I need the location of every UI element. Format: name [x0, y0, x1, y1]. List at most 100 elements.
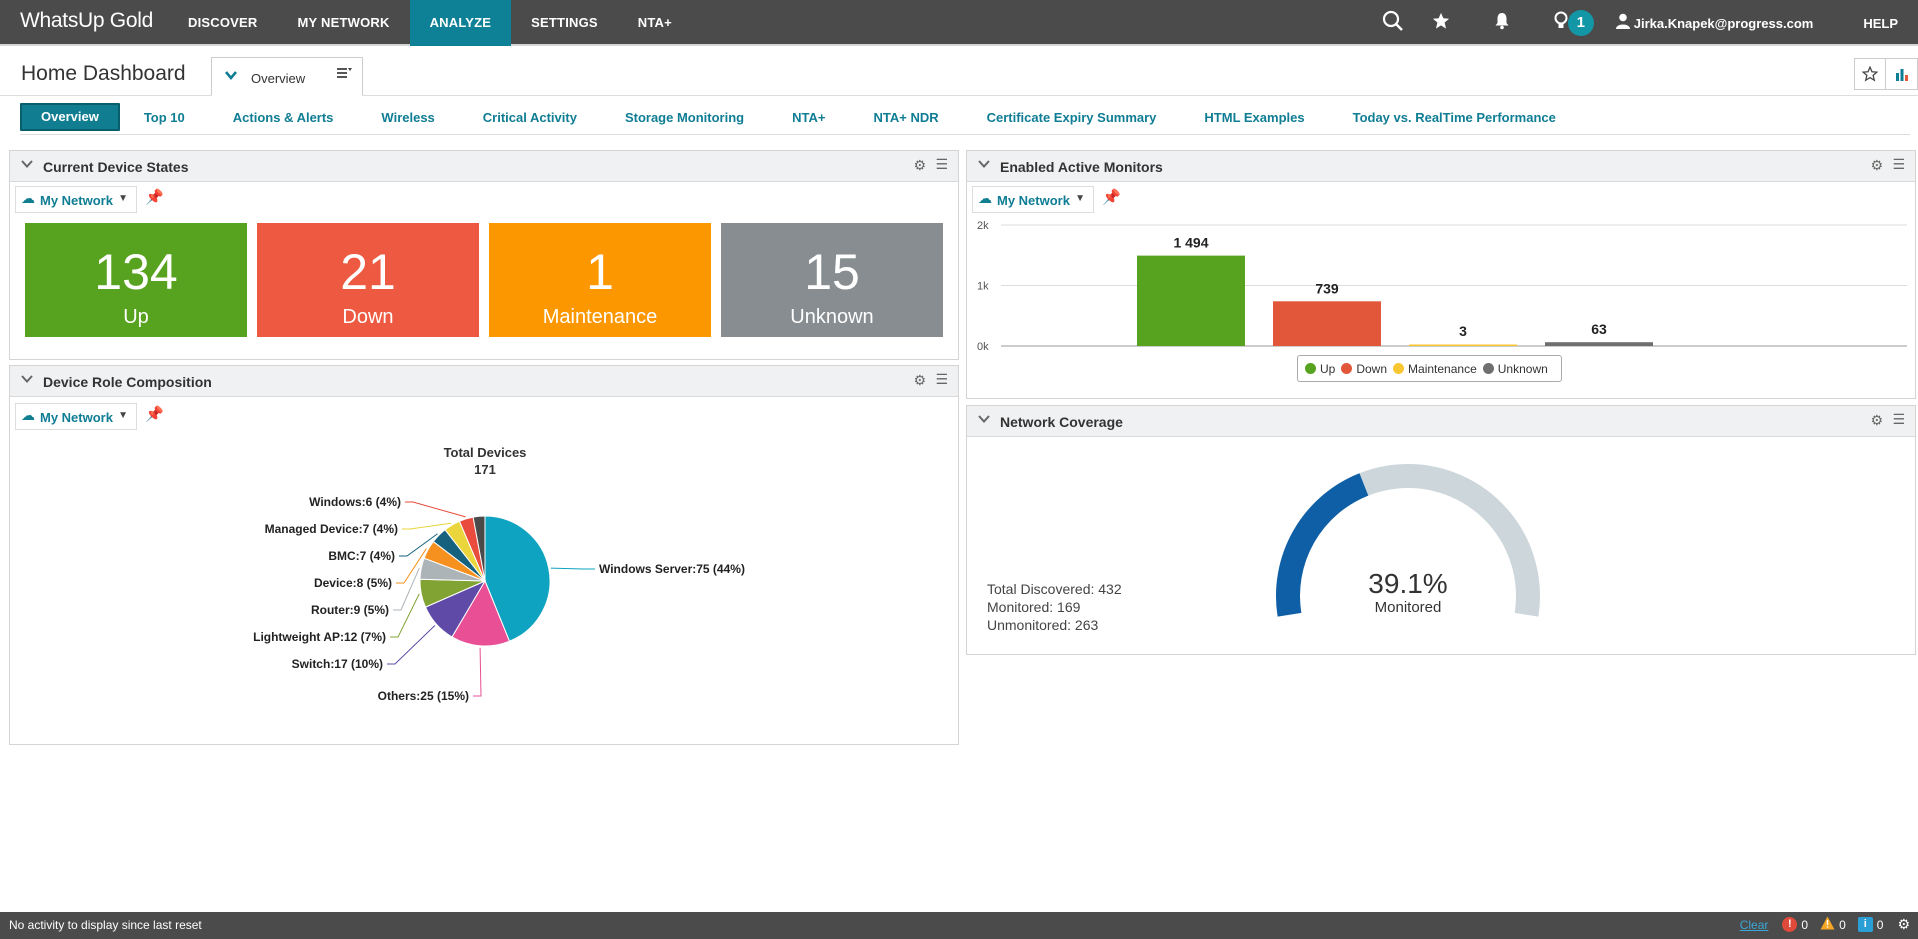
- favorites-star-icon[interactable]: [1432, 12, 1450, 35]
- pie-label: Others:25 (15%): [378, 689, 469, 703]
- gear-icon[interactable]: ⚙: [1870, 157, 1883, 173]
- panel-header: Device Role Composition ⚙ ☰: [10, 366, 958, 397]
- panel-menu-icon[interactable]: ☰: [1892, 411, 1905, 427]
- bar-maintenance[interactable]: [1409, 344, 1517, 347]
- tile-label: Up: [123, 306, 149, 328]
- nav-nta[interactable]: NTA+: [637, 15, 672, 30]
- panel-title: Device Role Composition: [43, 374, 212, 390]
- legend-label: Up: [1320, 361, 1336, 376]
- lightbulb-icon[interactable]: [1554, 11, 1568, 36]
- warning-count: 0: [1839, 917, 1846, 932]
- bar-chart-icon: [1895, 66, 1909, 85]
- tab-wireless[interactable]: Wireless: [381, 109, 435, 125]
- tile-count: 15: [804, 244, 860, 300]
- view-menu-icon[interactable]: [336, 66, 352, 83]
- dashboard-tabs: Overview Top 10 Actions & Alerts Wireles…: [20, 100, 1910, 135]
- info-icon[interactable]: i: [1857, 917, 1873, 932]
- tab-overview[interactable]: Overview: [20, 103, 120, 131]
- tab-nta[interactable]: NTA+: [792, 109, 826, 125]
- bar-down[interactable]: [1273, 301, 1381, 346]
- device-role-composition-panel: Device Role Composition ⚙ ☰ ☁ My Network…: [9, 365, 959, 745]
- legend-dot: [1305, 363, 1316, 374]
- network-selector[interactable]: ☁ My Network ▼: [15, 403, 137, 430]
- gear-icon[interactable]: ⚙: [913, 157, 926, 173]
- pin-icon[interactable]: 📌: [145, 406, 164, 423]
- network-cloud-icon: ☁: [21, 190, 35, 206]
- gear-icon[interactable]: ⚙: [913, 372, 926, 388]
- pie-connector: [387, 625, 436, 665]
- pie-slice[interactable]: [484, 515, 551, 642]
- status-bar: No activity to display since last reset …: [0, 912, 1918, 939]
- panel-title: Enabled Active Monitors: [1000, 159, 1163, 175]
- clear-activity-link[interactable]: Clear: [1739, 917, 1769, 932]
- device-state-tile-down[interactable]: 21 Down: [257, 223, 479, 337]
- bar-value-label: 1 494: [1173, 235, 1208, 251]
- favorite-dashboard-button[interactable]: [1854, 58, 1886, 90]
- pie-label: Switch:17 (10%): [292, 657, 383, 671]
- tile-label: Maintenance: [542, 306, 658, 328]
- pie-connector: [405, 501, 466, 518]
- user-account[interactable]: Jirka.Knapek@progress.com: [1633, 15, 1814, 31]
- chevron-down-icon[interactable]: [224, 68, 238, 85]
- legend-item-unknown[interactable]: Unknown: [1482, 362, 1548, 376]
- app-logo[interactable]: WhatsUp Gold: [20, 9, 153, 32]
- device-state-tile-maintenance[interactable]: 1 Maintenance: [489, 223, 711, 337]
- y-tick-label: 2k: [977, 220, 989, 232]
- settings-gear-icon[interactable]: ⚙: [1897, 916, 1910, 932]
- panel-menu-icon[interactable]: ☰: [935, 156, 948, 172]
- tile-label: Down: [342, 306, 394, 328]
- device-state-tile-unknown[interactable]: 15 Unknown: [721, 223, 943, 337]
- panel-header: Enabled Active Monitors ⚙ ☰: [967, 151, 1915, 182]
- legend-item-maintenance[interactable]: Maintenance: [1393, 362, 1477, 376]
- tab-top-10[interactable]: Top 10: [143, 109, 185, 125]
- panel-menu-icon[interactable]: ☰: [935, 371, 948, 387]
- bell-icon[interactable]: [1494, 12, 1510, 35]
- network-selector[interactable]: ☁ My Network ▼: [972, 186, 1094, 213]
- pie-label: Router:9 (5%): [311, 603, 389, 617]
- tile-count: 134: [94, 244, 178, 300]
- panel-menu-icon[interactable]: ☰: [1892, 156, 1905, 172]
- pin-icon[interactable]: 📌: [145, 189, 164, 206]
- dashboard-view-selector[interactable]: Overview: [211, 57, 363, 96]
- network-coverage-panel: Network Coverage ⚙ ☰ Total Discovered: 4…: [966, 405, 1916, 655]
- device-role-pie-chart: Total Devices 171 Windows Server:75 (44%…: [253, 445, 745, 703]
- pin-icon[interactable]: 📌: [1102, 189, 1121, 206]
- nav-discover[interactable]: DISCOVER: [188, 15, 258, 30]
- pie-slice[interactable]: [451, 579, 511, 647]
- nav-settings[interactable]: SETTINGS: [531, 15, 598, 30]
- panel-title: Network Coverage: [1000, 414, 1123, 430]
- network-selector[interactable]: ☁ My Network ▼: [15, 186, 137, 213]
- collapse-chevron-icon[interactable]: [21, 373, 33, 388]
- bar-unknown[interactable]: [1545, 342, 1653, 346]
- tab-certificate-expiry-summary[interactable]: Certificate Expiry Summary: [986, 109, 1157, 125]
- legend-item-up[interactable]: Up: [1305, 362, 1335, 376]
- tab-storage-monitoring[interactable]: Storage Monitoring: [624, 109, 745, 125]
- tab-actions-alerts[interactable]: Actions & Alerts: [232, 109, 334, 125]
- warning-icon[interactable]: [1820, 916, 1835, 933]
- tab-today-vs-realtime[interactable]: Today vs. RealTime Performance: [1352, 109, 1556, 125]
- nav-analyze[interactable]: ANALYZE: [409, 0, 512, 46]
- chart-legend: Up Down Maintenance Unknown: [1297, 355, 1562, 382]
- tab-html-examples[interactable]: HTML Examples: [1204, 109, 1305, 125]
- main-nav: DISCOVER MY NETWORK ANALYZE SETTINGS NTA…: [168, 0, 692, 46]
- tab-nta-ndr[interactable]: NTA+ NDR: [873, 109, 939, 125]
- legend-dot: [1341, 363, 1353, 374]
- nav-my-network[interactable]: MY NETWORK: [297, 15, 390, 30]
- collapse-chevron-icon[interactable]: [978, 413, 990, 428]
- tab-critical-activity[interactable]: Critical Activity: [482, 109, 577, 125]
- error-icon[interactable]: !: [1782, 917, 1798, 932]
- collapse-chevron-icon[interactable]: [978, 158, 990, 173]
- help-link[interactable]: HELP: [1863, 15, 1898, 31]
- user-icon: [1615, 13, 1630, 34]
- pie-slice[interactable]: [472, 515, 486, 582]
- search-icon[interactable]: [1382, 10, 1404, 37]
- bar-up[interactable]: [1137, 255, 1245, 346]
- dashboard-header: Home Dashboard Overview: [0, 48, 1918, 96]
- bar-value-label: 739: [1315, 280, 1339, 296]
- notification-badge[interactable]: 1: [1567, 10, 1594, 36]
- legend-item-down[interactable]: Down: [1341, 362, 1387, 376]
- collapse-chevron-icon[interactable]: [21, 158, 33, 173]
- gear-icon[interactable]: ⚙: [1870, 412, 1883, 428]
- reports-button[interactable]: [1886, 58, 1918, 90]
- device-state-tile-up[interactable]: 134 Up: [25, 223, 247, 337]
